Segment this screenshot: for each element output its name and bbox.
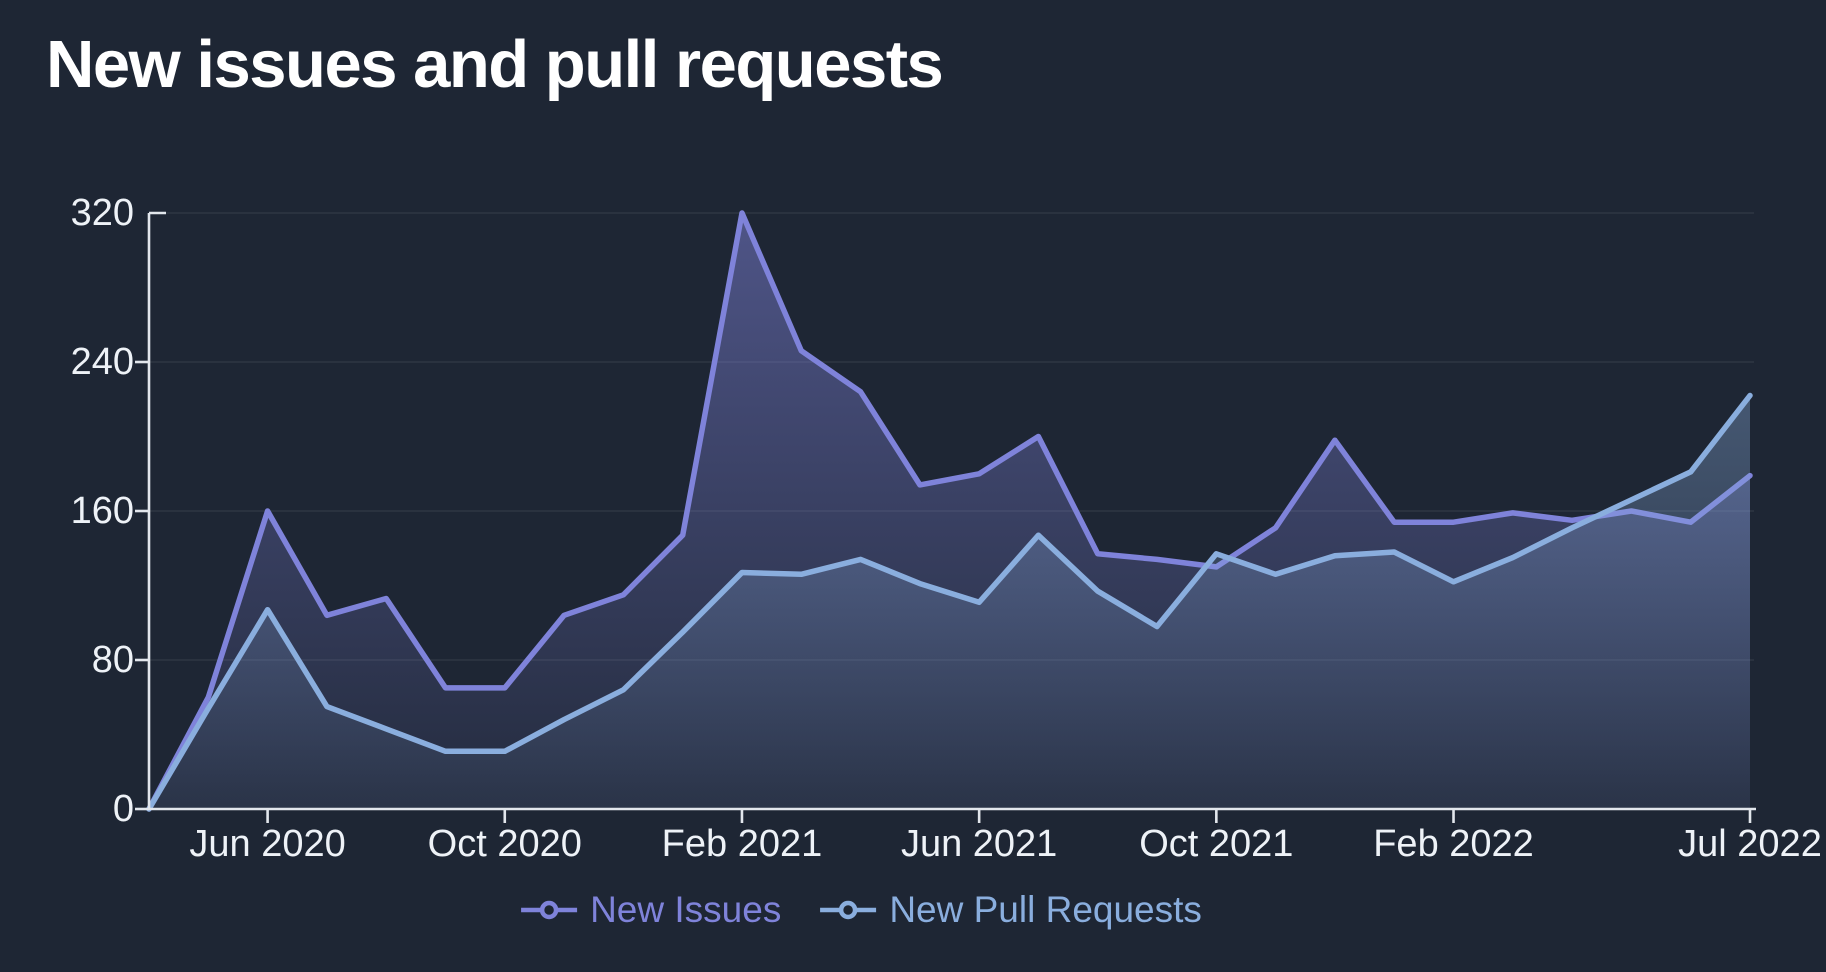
y-tick-label: 320	[70, 192, 134, 234]
x-tick-label: Jul 2022	[1678, 823, 1822, 865]
x-tick-label: Feb 2021	[661, 823, 823, 865]
line-series-marker-icon	[820, 900, 877, 920]
line-series-marker-icon	[521, 900, 578, 920]
line-new-issues	[146, 210, 1753, 812]
line-new-pull-requests	[146, 392, 1753, 812]
y-tick-label: 160	[70, 490, 134, 532]
y-tick-label: 80	[91, 639, 134, 681]
chart-title: New issues and pull requests	[46, 27, 944, 102]
legend-item-new-issues[interactable]: New Issues	[520, 889, 781, 931]
x-tick-label: Jun 2021	[900, 823, 1058, 865]
x-tick-label: Jun 2020	[189, 823, 346, 865]
area-new-pull-requests	[149, 395, 1750, 809]
legend-label-new-pull-requests: New Pull Requests	[889, 889, 1202, 930]
legend-item-new-pull-requests[interactable]: New Pull Requests	[819, 889, 1202, 931]
axes-and-ticks	[135, 211, 1756, 823]
x-tick-label: Oct 2020	[427, 823, 582, 865]
y-tick-label: 240	[70, 341, 134, 383]
x-tick-label: Oct 2021	[1139, 823, 1294, 865]
legend-label-new-issues: New Issues	[590, 889, 782, 930]
y-tick-label: 0	[112, 788, 134, 830]
x-tick-label: Feb 2022	[1373, 823, 1534, 865]
legend: New Issues New Pull Requests	[520, 889, 1202, 931]
series-areas-and-lines	[146, 210, 1753, 812]
